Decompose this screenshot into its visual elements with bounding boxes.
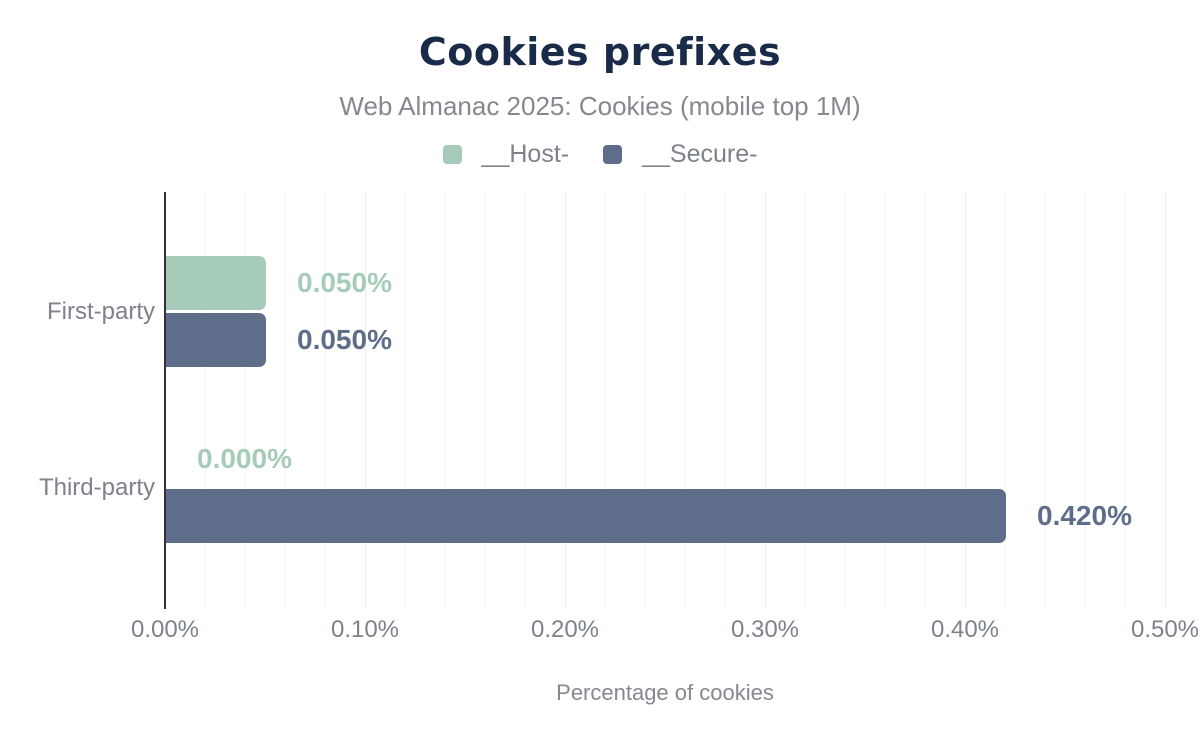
host-swatch-icon (442, 145, 462, 164)
legend-item-host[interactable]: __Host- (442, 140, 570, 169)
gridline-minor (205, 192, 206, 608)
y-axis-label: First-party (47, 298, 155, 325)
bar-first-party-host-[interactable] (166, 256, 266, 310)
bar-third-party-secure-[interactable] (166, 489, 1006, 543)
gridline-minor (845, 192, 846, 608)
gridline-minor (805, 192, 806, 608)
gridline-minor (285, 192, 286, 608)
x-axis-tick-label: 0.30% (730, 616, 800, 643)
y-axis-labels: First-party Third-party (0, 192, 155, 605)
gridline-major (565, 192, 566, 608)
gridline-minor (605, 192, 606, 608)
gridline-minor (245, 192, 246, 608)
gridline-minor (1045, 192, 1046, 608)
legend-label: __Host- (481, 140, 570, 168)
gridline-minor (1085, 192, 1086, 608)
x-axis-title: Percentage of cookies (556, 680, 774, 705)
gridline-minor (485, 192, 486, 608)
gridline-minor (685, 192, 686, 608)
y-axis-line (164, 192, 166, 609)
gridline-minor (645, 192, 646, 608)
bar-value-label: 0.420% (1037, 500, 1132, 531)
legend-label: __Secure- (642, 140, 758, 168)
gridline-minor (1005, 192, 1006, 608)
gridline-major (765, 192, 766, 608)
gridline-minor (405, 192, 406, 608)
legend-item-secure[interactable]: __Secure- (603, 140, 757, 169)
gridline-minor (925, 192, 926, 608)
bar-value-label: 0.050% (297, 267, 392, 298)
bar-value-label: 0.000% (197, 443, 292, 474)
legend: __Host- __Secure- (0, 140, 1200, 169)
gridline-minor (525, 192, 526, 608)
gridline-minor (1125, 192, 1126, 608)
gridline-major (365, 192, 366, 608)
x-axis-tick-label: 0.50% (1130, 616, 1200, 643)
x-axis-ticks: 0.00% 0.10% 0.20% 0.30% 0.40% 0.50% (131, 616, 1199, 646)
gridline-minor (325, 192, 326, 608)
gridline-major (1165, 192, 1166, 608)
secure-swatch-icon (603, 145, 623, 164)
bar-first-party-secure-[interactable] (166, 313, 266, 367)
plot-area: 0.050% 0.050% 0.000% 0.420% (164, 192, 1166, 609)
gridline-minor (885, 192, 886, 608)
x-axis-tick-label: 0.00% (130, 616, 200, 643)
x-axis-tick-label: 0.20% (530, 616, 600, 643)
x-axis-tick-label: 0.40% (930, 616, 1000, 643)
bar-value-label: 0.050% (297, 324, 392, 355)
y-axis-label: Third-party (38, 474, 155, 501)
chart-subtitle: Web Almanac 2025: Cookies (mobile top 1M… (339, 91, 861, 121)
chart-title: Cookies prefixes (418, 30, 782, 74)
gridline-minor (725, 192, 726, 608)
gridline-major (965, 192, 966, 608)
x-axis-tick-label: 0.10% (330, 616, 400, 643)
gridline-minor (445, 192, 446, 608)
